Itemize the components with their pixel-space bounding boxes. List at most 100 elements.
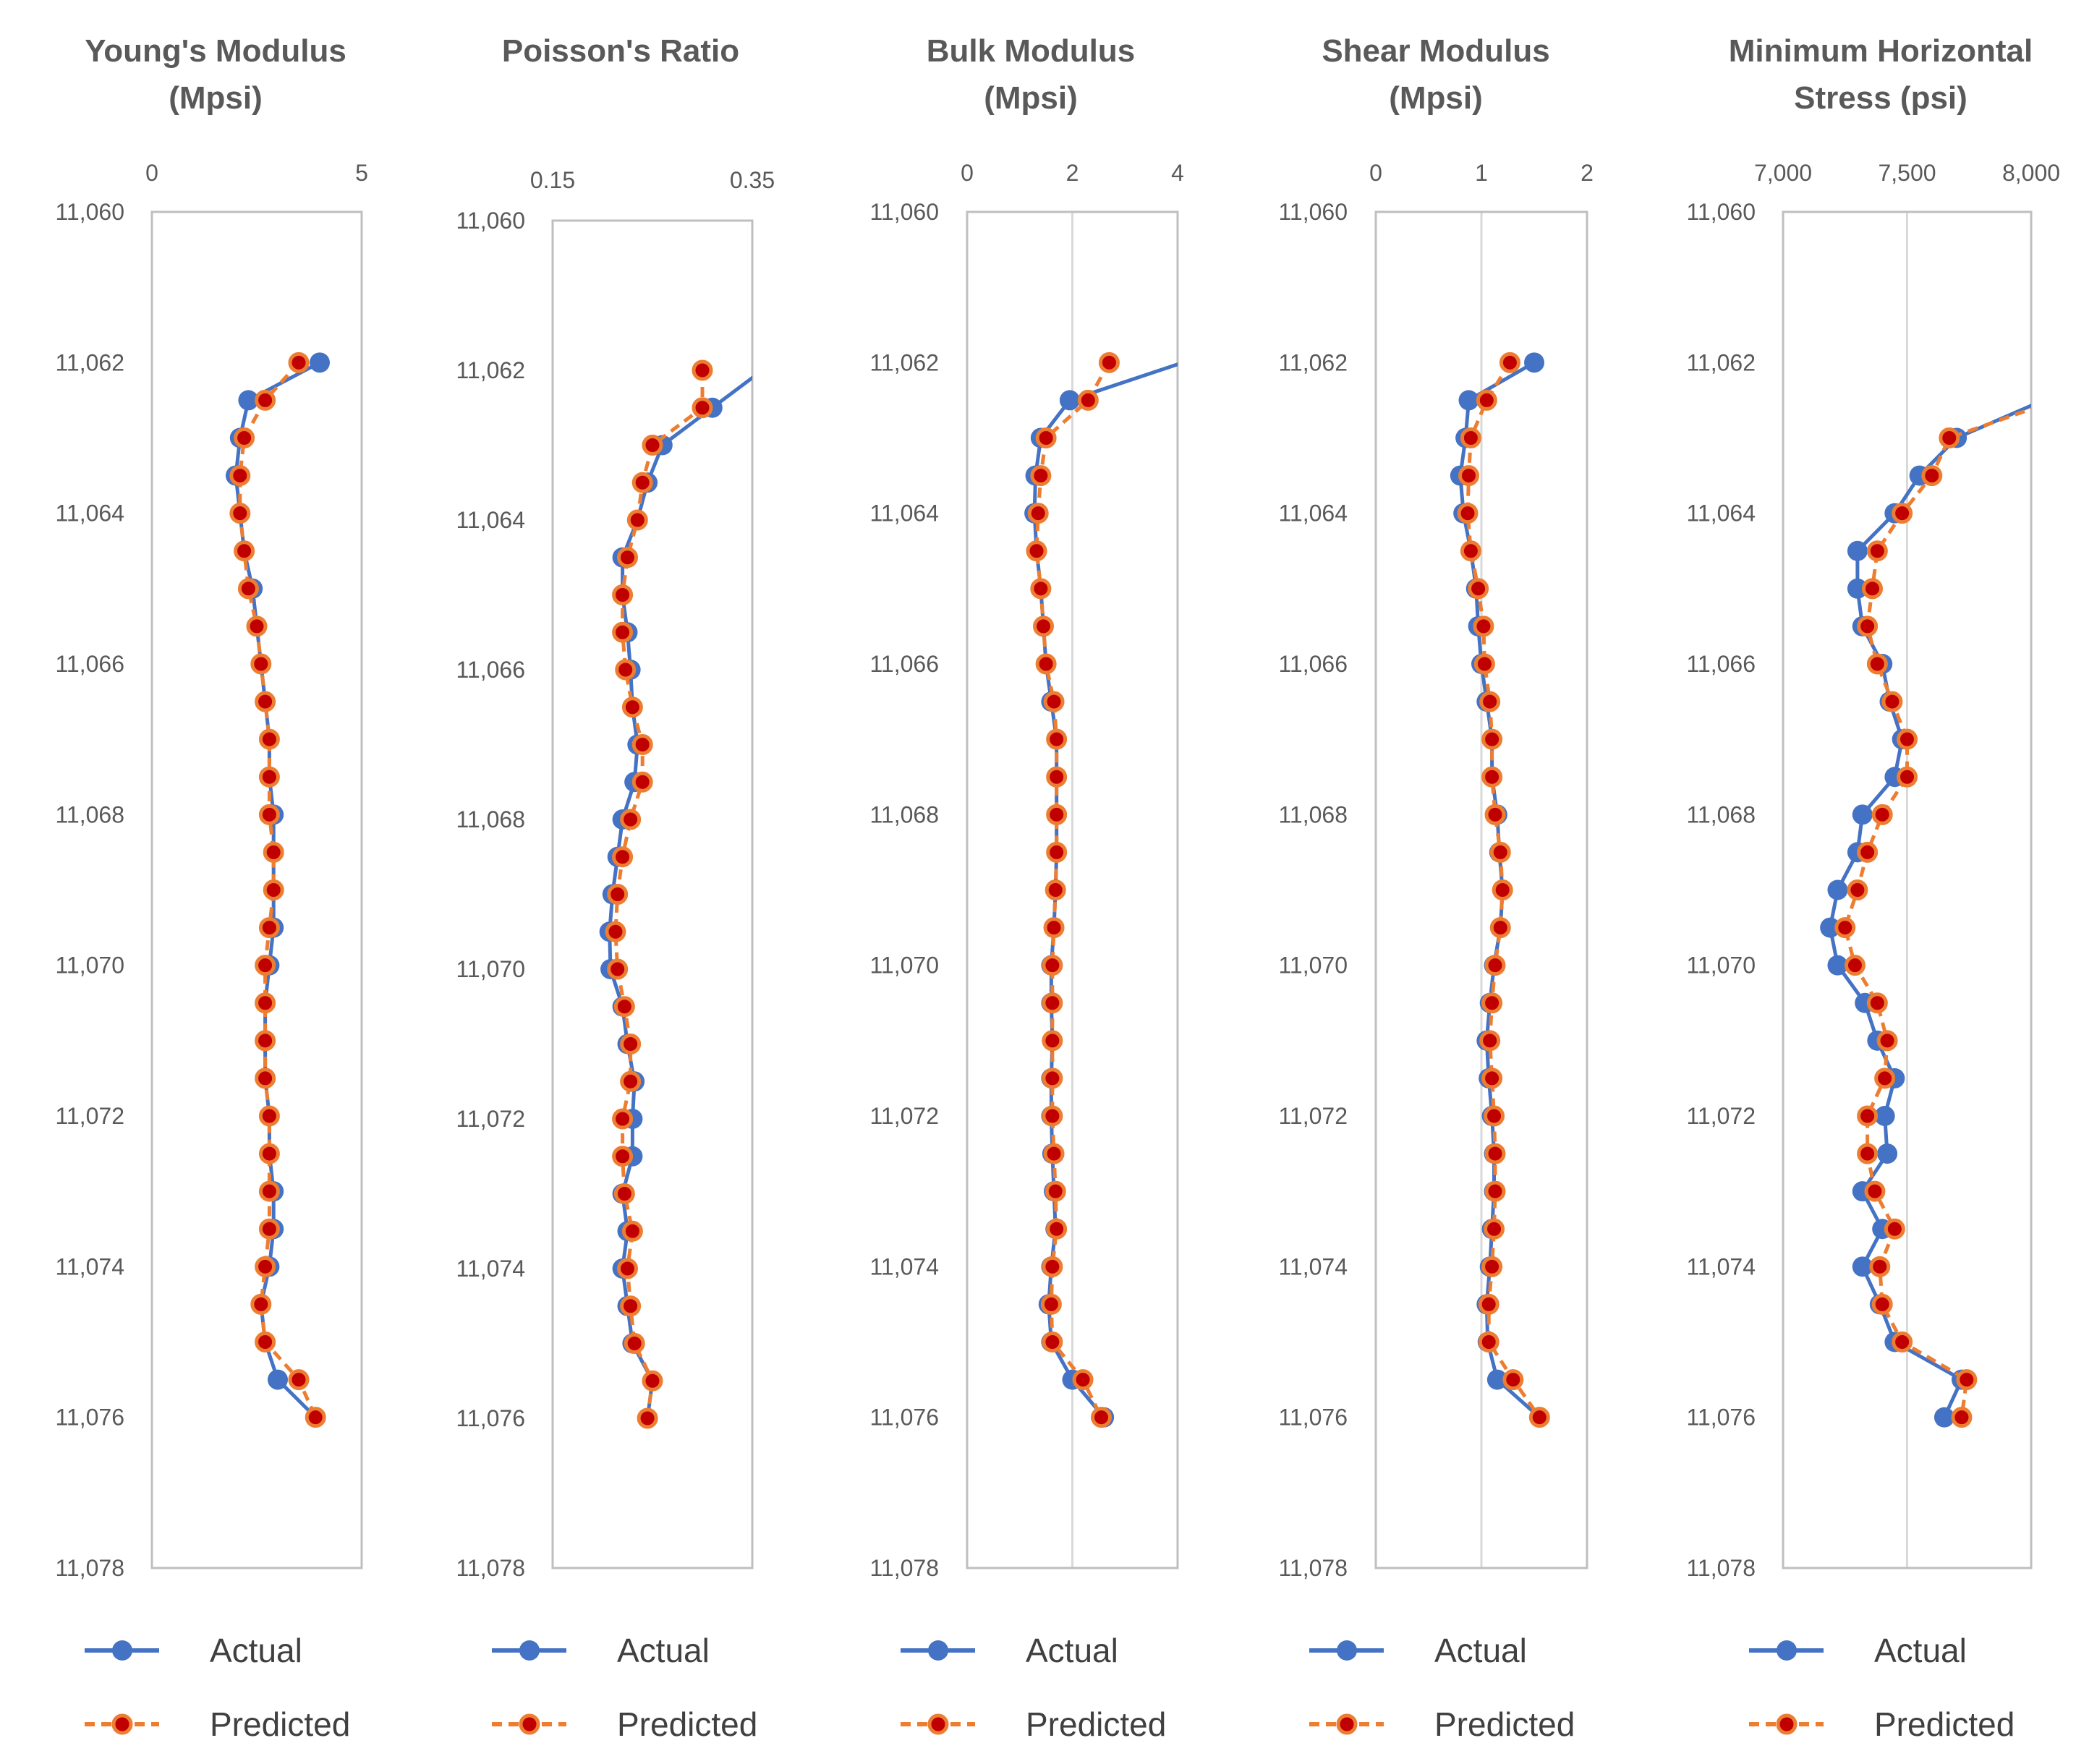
y-tick-label: 11,068	[56, 801, 125, 827]
predicted-point	[1866, 992, 1888, 1014]
x-tick-label: 0.15	[530, 167, 575, 193]
predicted-point	[1897, 766, 1918, 788]
predicted-point	[250, 1293, 272, 1315]
x-tick-label: 1	[1475, 160, 1488, 186]
chart-title: Bulk Modulus	[927, 33, 1135, 69]
predicted-point	[612, 1146, 634, 1167]
y-tick-label: 11,076	[1279, 1405, 1348, 1431]
y-tick-label: 11,078	[870, 1555, 940, 1581]
predicted-point	[1481, 1256, 1503, 1277]
legend-predicted-marker	[519, 1713, 540, 1735]
chart-panel-2: Poisson's Ratio 0.15 0.35 11,060 11,062 11,06…	[456, 33, 775, 1743]
y-tick-label: 11,066	[870, 651, 940, 677]
predicted-point	[624, 1333, 645, 1354]
predicted-point	[258, 728, 280, 750]
x-tick-label: 7,000	[1754, 160, 1812, 186]
legend-predicted-label: Predicted	[617, 1705, 757, 1743]
y-tick-label: 11,064	[870, 500, 940, 527]
plot-frame	[551, 219, 754, 1569]
legend-actual-marker	[1777, 1640, 1797, 1661]
x-tick-label: 0	[1369, 160, 1382, 186]
y-tick-label: 11,074	[870, 1253, 940, 1279]
plot-frame	[1374, 210, 1588, 1569]
actual-point	[1852, 1256, 1873, 1277]
actual-line	[1828, 404, 2031, 1418]
predicted-series	[1834, 406, 2031, 1428]
predicted-point	[1866, 653, 1888, 675]
predicted-point	[631, 771, 653, 793]
predicted-point	[1043, 1143, 1065, 1164]
predicted-point	[229, 503, 251, 524]
chart-title: Shear Modulus	[1322, 33, 1549, 69]
predicted-point	[621, 696, 643, 718]
y-tick-label: 11,060	[870, 199, 940, 225]
predicted-point	[255, 1331, 276, 1352]
chart-title: (Mpsi)	[1389, 80, 1483, 116]
legend-predicted-marker	[111, 1713, 133, 1735]
legend-item-predicted: Predicted	[492, 1705, 757, 1743]
x-tick-label: 4	[1171, 160, 1184, 186]
legend-item-actual: Actual	[85, 1632, 302, 1669]
predicted-point	[1479, 1030, 1501, 1052]
predicted-point	[1939, 427, 1960, 448]
predicted-point	[607, 884, 629, 905]
predicted-point	[288, 1369, 310, 1391]
predicted-point	[1072, 1369, 1094, 1391]
predicted-point	[255, 691, 276, 712]
predicted-point	[1042, 955, 1063, 976]
legend-predicted-marker	[927, 1713, 949, 1735]
x-tick-label: 8,000	[2002, 160, 2060, 186]
predicted-point	[234, 540, 255, 562]
predicted-point	[263, 879, 284, 900]
predicted-point	[1857, 1143, 1879, 1164]
predicted-point	[617, 547, 638, 568]
predicted-point	[1484, 804, 1506, 825]
y-tick-label: 11,068	[456, 806, 526, 832]
predicted-point	[1481, 766, 1503, 788]
actual-point	[1874, 1106, 1895, 1126]
predicted-point	[620, 1295, 642, 1317]
y-tick-label: 11,062	[1279, 349, 1348, 375]
predicted-series	[1457, 351, 1550, 1428]
actual-point	[1458, 390, 1479, 411]
predicted-point	[1473, 653, 1495, 675]
predicted-point	[612, 1108, 634, 1130]
actual-point	[238, 390, 259, 411]
y-tick-label: 11,072	[1687, 1103, 1756, 1129]
legend-predicted-label: Predicted	[1434, 1705, 1575, 1743]
predicted-point	[1042, 1256, 1063, 1277]
y-tick-label: 11,074	[1687, 1253, 1756, 1279]
predicted-point	[258, 1143, 280, 1164]
actual-point	[1827, 955, 1848, 976]
y-tick-label: 11,062	[56, 349, 125, 375]
predicted-point	[1871, 1293, 1893, 1315]
actual-series	[1820, 404, 2031, 1428]
predicted-point	[1032, 615, 1054, 637]
predicted-point	[692, 359, 713, 381]
legend-predicted-marker	[1776, 1713, 1798, 1735]
y-tick-label: 11,060	[56, 199, 125, 225]
predicted-point	[1876, 1030, 1898, 1052]
predicted-point	[642, 435, 663, 456]
predicted-point	[1046, 1218, 1068, 1240]
predicted-point	[1045, 879, 1066, 900]
predicted-point	[1884, 1218, 1905, 1240]
predicted-point	[607, 958, 629, 980]
y-tick-label: 11,074	[456, 1256, 526, 1282]
y-tick-label: 11,072	[870, 1103, 940, 1129]
predicted-point	[1460, 427, 1481, 448]
predicted-point	[1921, 465, 1943, 487]
y-tick-label: 11,064	[56, 500, 125, 527]
predicted-point	[620, 809, 642, 830]
predicted-point	[1035, 427, 1057, 448]
y-tick-label: 11,064	[456, 507, 526, 533]
predicted-point	[255, 955, 276, 976]
y-tick-label: 11,062	[870, 349, 940, 375]
predicted-point	[1951, 1407, 1973, 1428]
predicted-point	[1468, 578, 1489, 600]
y-tick-label: 11,060	[1687, 199, 1756, 225]
predicted-series	[229, 351, 326, 1428]
legend-item-actual: Actual	[1309, 1632, 1527, 1669]
predicted-point	[255, 992, 276, 1014]
